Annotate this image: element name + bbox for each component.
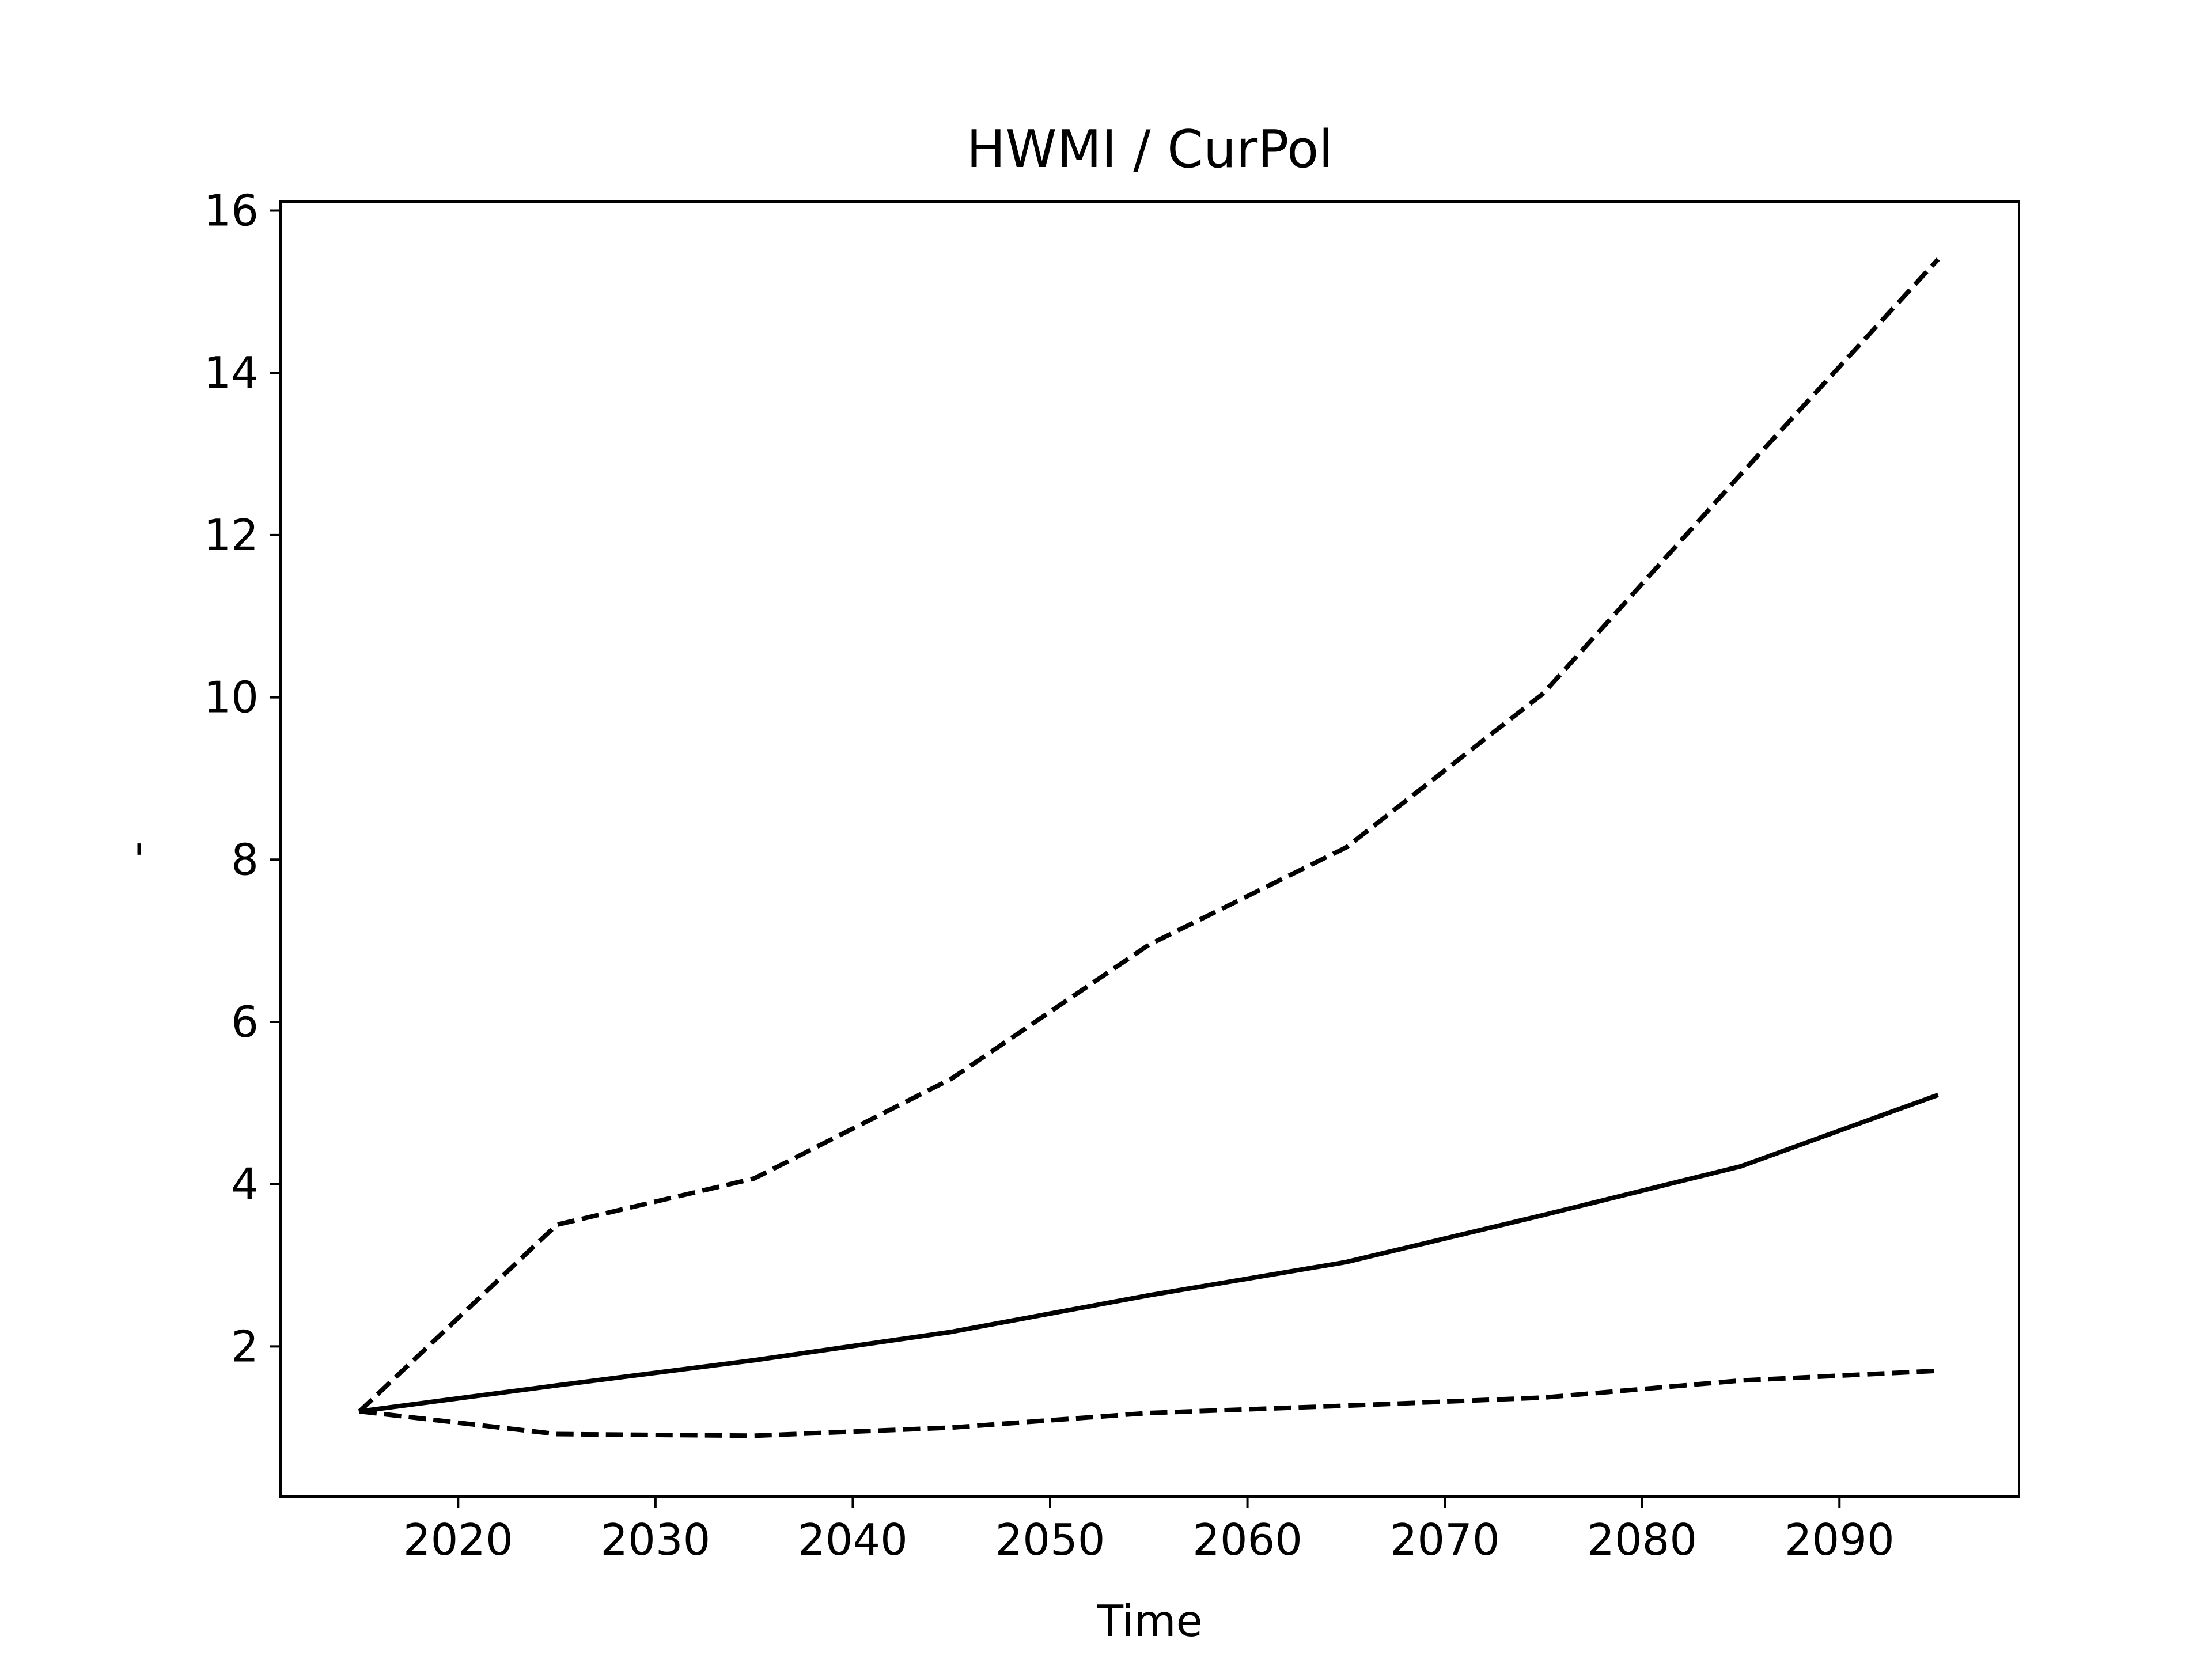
y-tick-label: 4 xyxy=(231,1159,259,1210)
x-tick-label: 2070 xyxy=(1390,1514,1500,1565)
x-tick-label: 2060 xyxy=(1192,1514,1302,1565)
series-line xyxy=(359,1368,1938,1438)
series-line xyxy=(358,257,1940,1414)
x-tick-label: 2020 xyxy=(403,1514,513,1565)
y-tick-label: 12 xyxy=(204,510,259,560)
plot-frame xyxy=(279,200,2020,1498)
chart-title: HWMI / CurPol xyxy=(967,119,1333,180)
y-tick-label: 6 xyxy=(231,997,259,1047)
y-tick-label: 10 xyxy=(204,672,259,723)
y-tick-label: 16 xyxy=(204,185,259,236)
series-line xyxy=(359,1093,1939,1414)
x-tick-label: 2030 xyxy=(600,1514,710,1565)
x-tick-label: 2090 xyxy=(1785,1514,1895,1565)
x-axis-label: Time xyxy=(1096,1596,1203,1646)
x-tick-label: 2040 xyxy=(798,1514,908,1565)
x-tick-label: 2050 xyxy=(995,1514,1105,1565)
y-axis-label: - xyxy=(111,841,161,857)
y-tick-label: 8 xyxy=(231,834,259,885)
y-tick-label: 2 xyxy=(231,1321,259,1372)
y-tick-label: 14 xyxy=(204,347,259,398)
x-tick-label: 2080 xyxy=(1587,1514,1697,1565)
